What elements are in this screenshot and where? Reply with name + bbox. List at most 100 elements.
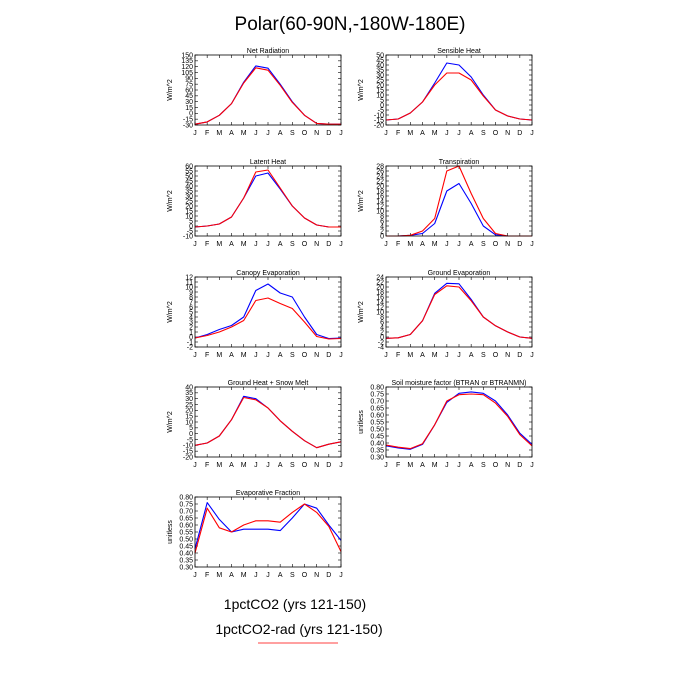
panel-title: Transpiration bbox=[439, 159, 480, 166]
y-tick-label: 0.55 bbox=[370, 419, 384, 426]
y-axis-label: W/m^2 bbox=[167, 411, 174, 433]
x-tick-label: F bbox=[205, 572, 209, 579]
y-tick-label: 30 bbox=[185, 396, 193, 403]
y-tick-label: 75 bbox=[185, 82, 193, 89]
y-tick-label: -15 bbox=[374, 117, 384, 124]
y-tick-label: 0.45 bbox=[370, 433, 384, 440]
y-tick-label: 25 bbox=[376, 77, 384, 84]
y-axis-label: W/m^2 bbox=[358, 190, 365, 212]
x-tick-label: J bbox=[384, 462, 388, 469]
x-tick-label: M bbox=[241, 352, 247, 359]
x-tick-label: D bbox=[326, 130, 331, 137]
x-tick-label: A bbox=[278, 462, 283, 469]
y-tick-label: 40 bbox=[185, 384, 193, 391]
x-tick-label: J bbox=[457, 462, 461, 469]
y-tick-label: 40 bbox=[376, 62, 384, 69]
series-line-red bbox=[194, 297, 342, 340]
x-tick-label: O bbox=[493, 352, 499, 359]
y-tick-label: 24 bbox=[376, 173, 384, 180]
y-tick-label: 30 bbox=[185, 193, 193, 200]
y-axis-label: W/m^2 bbox=[358, 301, 365, 323]
x-tick-label: J bbox=[384, 130, 388, 137]
y-tick-label: 5 bbox=[189, 309, 193, 316]
x-tick-label: M bbox=[407, 462, 413, 469]
series-line-blue bbox=[386, 182, 532, 237]
series-line-red bbox=[194, 67, 341, 125]
x-tick-label: S bbox=[481, 241, 486, 248]
x-tick-label: A bbox=[229, 572, 234, 579]
series-line-red bbox=[385, 285, 533, 339]
y-tick-label: 35 bbox=[185, 188, 193, 195]
y-tick-label: 50 bbox=[185, 173, 193, 180]
x-tick-label: J bbox=[339, 241, 343, 248]
x-tick-label: S bbox=[481, 130, 486, 137]
y-tick-label: 0.80 bbox=[370, 384, 384, 391]
series-line-red bbox=[385, 72, 533, 121]
y-tick-label: 0.60 bbox=[370, 412, 384, 419]
y-tick-label: 4 bbox=[380, 223, 384, 230]
series-line-red bbox=[385, 393, 533, 450]
y-axis-label: W/m^2 bbox=[358, 79, 365, 101]
y-tick-label: 14 bbox=[376, 299, 384, 306]
y-tick-label: 0.40 bbox=[370, 440, 384, 447]
y-tick-label: 150 bbox=[181, 52, 193, 59]
y-tick-label: -10 bbox=[374, 112, 384, 119]
plot-frame bbox=[385, 54, 533, 126]
x-tick-label: J bbox=[445, 130, 449, 137]
y-tick-label: 0.70 bbox=[370, 398, 384, 405]
y-tick-label: 5 bbox=[189, 218, 193, 225]
x-tick-label: N bbox=[505, 241, 510, 248]
y-tick-label: 5 bbox=[380, 97, 384, 104]
x-tick-label: A bbox=[278, 130, 283, 137]
chart-panel-8: Soil moisture factor (BTRAN or BTRANMN) J… bbox=[358, 380, 534, 469]
y-tick-label: 0 bbox=[380, 233, 384, 240]
y-tick-label: 6 bbox=[189, 304, 193, 311]
x-tick-label: A bbox=[469, 462, 474, 469]
y-tick-label: 0.55 bbox=[179, 529, 193, 536]
x-tick-label: J bbox=[530, 352, 534, 359]
x-tick-label: O bbox=[302, 572, 308, 579]
series-line-blue bbox=[194, 65, 341, 125]
panel-title: Latent Heat bbox=[250, 159, 286, 166]
series-line-red bbox=[194, 396, 342, 449]
y-tick-label: 20 bbox=[376, 82, 384, 89]
y-tick-label: 0.50 bbox=[370, 426, 384, 433]
y-tick-label: -10 bbox=[183, 443, 193, 450]
x-tick-label: M bbox=[216, 352, 222, 359]
y-tick-label: -2 bbox=[187, 344, 193, 351]
y-tick-label: 10 bbox=[185, 419, 193, 426]
x-tick-label: D bbox=[326, 572, 331, 579]
x-tick-label: O bbox=[302, 130, 308, 137]
x-tick-label: A bbox=[229, 462, 234, 469]
x-tick-label: J bbox=[457, 352, 461, 359]
y-tick-label: 8 bbox=[380, 314, 384, 321]
y-tick-label: 12 bbox=[376, 304, 384, 311]
x-tick-label: J bbox=[339, 572, 343, 579]
x-tick-label: F bbox=[396, 462, 400, 469]
y-tick-label: 8 bbox=[189, 294, 193, 301]
y-tick-label: 45 bbox=[185, 178, 193, 185]
y-tick-label: 11 bbox=[186, 279, 193, 286]
x-tick-label: J bbox=[266, 572, 270, 579]
figure-title: Polar(60-90N,-180W-180E) bbox=[235, 14, 466, 35]
y-tick-label: 2 bbox=[380, 329, 384, 336]
y-tick-label: 35 bbox=[376, 67, 384, 74]
x-tick-label: O bbox=[302, 462, 308, 469]
x-tick-label: J bbox=[530, 241, 534, 248]
x-tick-label: S bbox=[290, 462, 295, 469]
x-tick-label: F bbox=[205, 241, 209, 248]
series-line-blue bbox=[194, 502, 342, 549]
y-tick-label: 0 bbox=[380, 334, 384, 341]
x-tick-label: D bbox=[326, 241, 331, 248]
y-tick-label: 10 bbox=[185, 284, 193, 291]
y-tick-label: 2 bbox=[380, 228, 384, 235]
y-tick-label: 90 bbox=[185, 76, 193, 83]
panel-title: Canopy Evaporation bbox=[236, 270, 300, 277]
x-tick-label: J bbox=[193, 572, 197, 579]
y-tick-label: 6 bbox=[380, 218, 384, 225]
y-tick-label: 0.40 bbox=[179, 550, 193, 557]
y-axis-label: W/m^2 bbox=[167, 79, 174, 101]
